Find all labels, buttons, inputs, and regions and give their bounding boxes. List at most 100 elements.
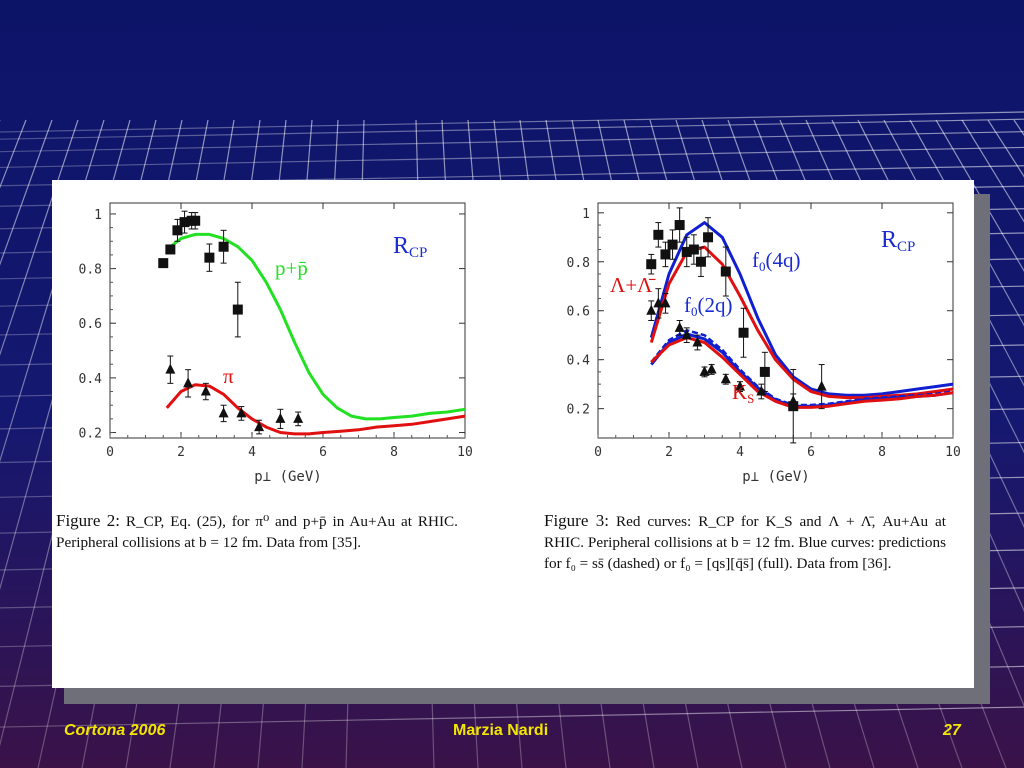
figure-3-label: Figure 3:: [544, 511, 610, 530]
curve-annotation: p+p̄: [275, 256, 308, 280]
y-tick-label: 0.2: [567, 403, 590, 418]
figure-2-text: R_CP, Eq. (25), for π⁰ and p+p̄ in Au+Au…: [56, 513, 458, 551]
y-tick-label: 0.6: [567, 305, 590, 320]
y-tick-label: 0.8: [567, 256, 590, 271]
series-line-: [649, 245, 954, 400]
curve-annotation: π: [223, 364, 234, 388]
data-point-square: [667, 239, 678, 250]
data-point-triangle: [692, 336, 703, 347]
background-grid-line: [0, 131, 1024, 153]
background-grid-line: [0, 118, 1024, 140]
data-point-triangle: [816, 380, 827, 391]
data-point-square: [218, 241, 229, 252]
data-point-square: [695, 256, 706, 267]
footer-left-text: Cortona 2006: [64, 722, 166, 739]
curve-annotation-subscript: 0: [691, 304, 698, 319]
figure-3-caption: Figure 3: Red curves: R_CP for K_S and Λ…: [544, 510, 946, 574]
y-tick-label: 0.4: [79, 372, 103, 387]
figure-2-caption: Figure 2: R_CP, Eq. (25), for π⁰ and p+p…: [56, 510, 458, 553]
x-tick-label: 8: [390, 445, 398, 460]
data-point-square: [681, 246, 692, 257]
y-tick-label: 1: [582, 207, 590, 222]
data-point-triangle: [165, 363, 176, 374]
data-point-square: [674, 220, 685, 231]
curve-annotation: f0(2q): [684, 293, 733, 319]
x-tick-label: 2: [665, 445, 673, 460]
x-tick-label: 0: [594, 445, 602, 460]
data-point-triangle: [756, 385, 767, 396]
data-point-triangle: [674, 321, 685, 332]
background-grid-line: [0, 146, 1024, 169]
x-tick-label: 0: [106, 445, 114, 460]
data-point-triangle: [254, 421, 265, 432]
data-point-square: [653, 229, 664, 240]
data-point-square: [179, 217, 190, 228]
y-tick-label: 0.6: [79, 317, 102, 332]
y-tick-label: 1: [94, 208, 102, 223]
data-point-triangle: [646, 304, 657, 315]
data-point-triangle: [275, 412, 286, 423]
data-point-triangle: [660, 297, 671, 308]
data-point-square: [172, 225, 183, 236]
series-line-pp: [165, 232, 466, 421]
data-point-square: [660, 249, 671, 260]
x-tick-label: 2: [177, 445, 185, 460]
data-point-square: [232, 304, 243, 315]
data-point-triangle: [788, 395, 799, 406]
curve-annotation-subscript: S: [747, 391, 754, 406]
data-point-square: [190, 215, 201, 226]
series-line-: [165, 383, 466, 436]
series-line-f04q: [649, 221, 954, 397]
y-tick-label: 0.8: [79, 263, 102, 278]
curve-annotation: f0(4q): [752, 248, 801, 274]
x-tick-label: 10: [945, 445, 961, 460]
data-point-triangle: [293, 412, 304, 423]
figure-3-text: Red curves: R_CP for K_S and Λ + Λ̄, Au+…: [544, 513, 946, 572]
x-tick-label: 4: [736, 445, 744, 460]
data-point-square: [703, 232, 714, 243]
data-point-triangle: [681, 329, 692, 340]
y-tick-label: 0.4: [567, 354, 591, 369]
plot-frame: [109, 202, 466, 439]
footer-author: Marzia Nardi: [453, 722, 549, 739]
data-point-square: [204, 252, 215, 263]
background-grid-line: [0, 706, 1024, 728]
y-tick-label: 0.2: [79, 427, 102, 442]
background-grid-line: [0, 111, 1024, 133]
rcp-chart-left: 0 2 4 6 8 10 0.2 0.4 0.6 0.8 1 p⊥ (GeV) RCP p+p̄ π: [79, 202, 473, 485]
chart-title: RCP: [393, 233, 427, 261]
x-tick-label: 6: [807, 445, 815, 460]
data-point-square: [738, 327, 749, 338]
chart-title: RCP: [881, 227, 915, 255]
curve-annotation-rest: (4q): [766, 248, 801, 272]
data-point-triangle: [735, 380, 745, 391]
data-point-triangle: [706, 363, 717, 374]
data-point-square: [688, 244, 699, 255]
figure-2-label: Figure 2:: [56, 511, 120, 530]
data-point-triangle: [218, 407, 229, 418]
data-point-triangle: [183, 377, 194, 388]
data-point-square: [158, 258, 169, 269]
curve-annotation-rest: (2q): [698, 293, 733, 317]
footer-page-number: 27: [943, 722, 961, 739]
curve-annotation: Λ+Λ̄: [610, 273, 656, 297]
data-point-square: [646, 259, 657, 270]
data-point-square: [165, 244, 176, 255]
data-point-triangle: [720, 373, 731, 384]
x-tick-label: 8: [878, 445, 886, 460]
data-point-triangle: [200, 385, 211, 396]
background-grid-line: [935, 119, 1024, 273]
x-tick-label: 6: [319, 445, 327, 460]
x-axis-label: p⊥ (GeV): [742, 469, 809, 485]
series-line-ks: [650, 336, 954, 409]
rcp-chart-right: 0 2 4 6 8 10 0.2 0.4 0.6 0.8 1 p⊥ (GeV) RCP f0(4q) Λ+Λ…: [567, 202, 961, 485]
x-tick-label: 10: [457, 445, 473, 460]
data-point-triangle: [653, 297, 664, 308]
chart-title-subscript: CP: [409, 245, 427, 261]
content-card: [52, 180, 974, 688]
x-tick-label: 4: [248, 445, 256, 460]
chart-title-subscript: CP: [897, 239, 915, 255]
x-axis-label: p⊥ (GeV): [254, 469, 321, 485]
data-point-square: [720, 266, 731, 277]
curve-annotation-subscript: 0: [759, 259, 766, 274]
